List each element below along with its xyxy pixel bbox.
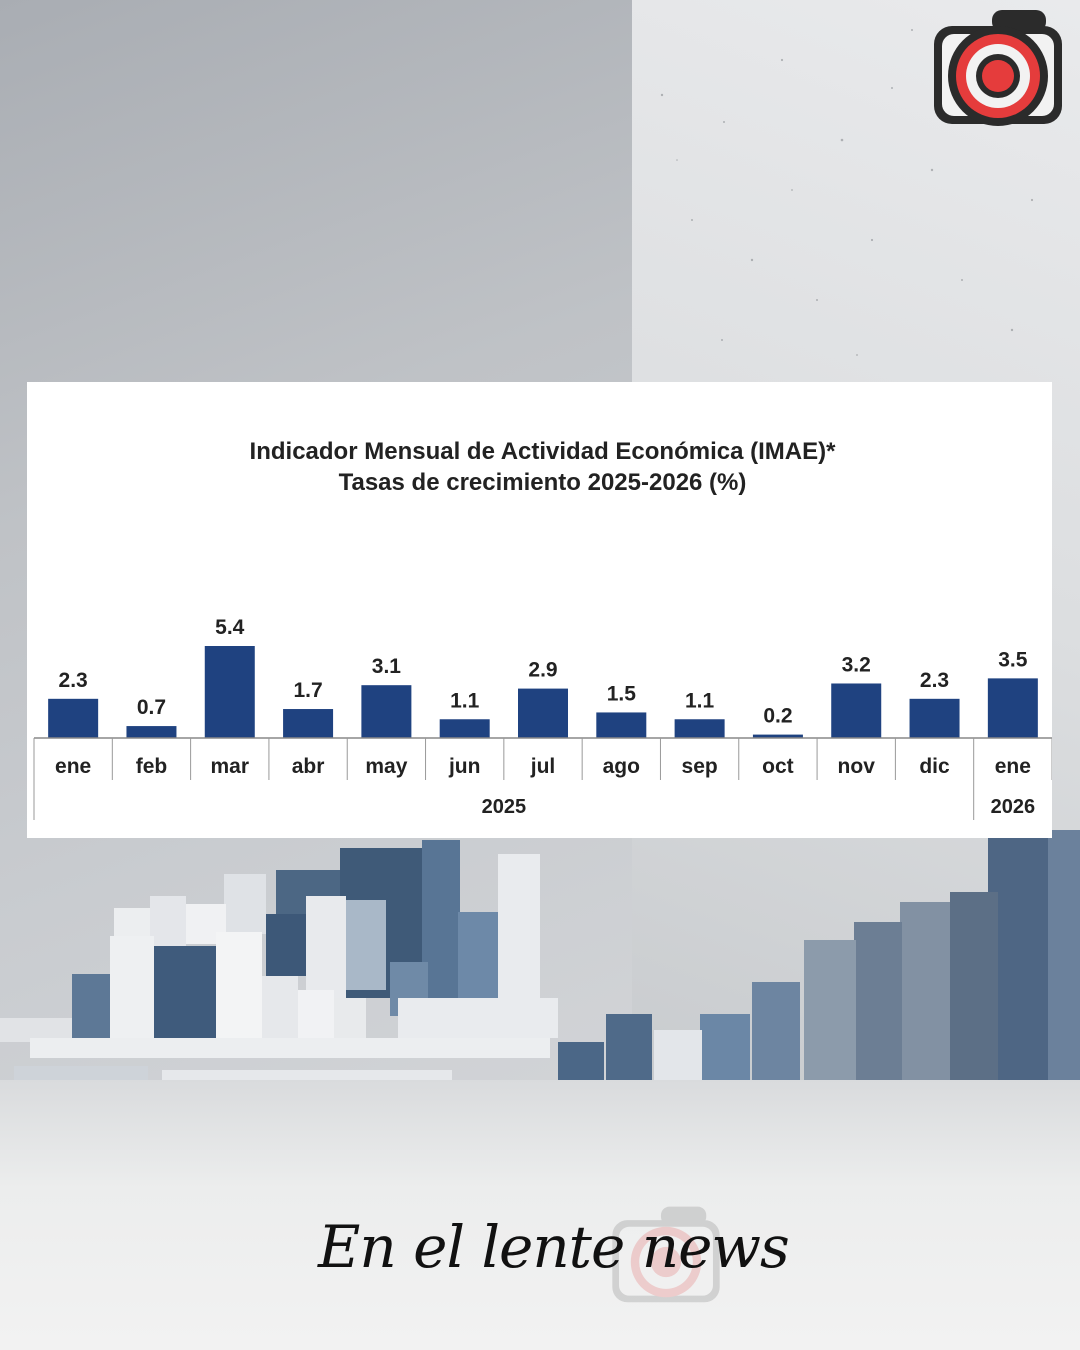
chart-title-block: Indicador Mensual de Actividad Económica… <box>27 436 1052 498</box>
category-label-0: ene <box>55 755 91 778</box>
wall-texture <box>660 29 1053 356</box>
value-label-4: 3.1 <box>372 655 402 678</box>
bar-8 <box>674 719 725 738</box>
year-label-2025: 2025 <box>482 796 527 818</box>
value-label-6: 2.9 <box>528 659 557 682</box>
category-label-6: jul <box>530 755 556 778</box>
value-label-3: 1.7 <box>293 679 322 702</box>
bar-0 <box>48 698 99 738</box>
bar-3 <box>283 709 334 738</box>
value-label-7: 1.5 <box>607 682 637 705</box>
chart-card: Indicador Mensual de Actividad Económica… <box>27 382 1052 838</box>
category-label-2: mar <box>211 755 250 778</box>
decorative-bar-blocks <box>0 830 1080 1110</box>
value-label-12: 3.5 <box>998 648 1028 671</box>
category-label-7: ago <box>603 755 640 778</box>
category-label-8: sep <box>682 755 718 778</box>
bar-chart: 2.3 ene 0.7 feb 5.4 mar 1.7 abr 3.1 may 1.1 jun 2.9 j… <box>33 616 1052 820</box>
chart-subtitle: Tasas de crecimiento 2025-2026 (%) <box>338 469 747 496</box>
bar-6 <box>518 688 568 738</box>
category-label-1: feb <box>136 755 168 778</box>
value-label-11: 2.3 <box>920 669 949 692</box>
chart-title: Indicador Mensual de Actividad Económica… <box>249 438 836 465</box>
bar-5 <box>439 719 490 738</box>
year-label-2026: 2026 <box>991 796 1036 818</box>
bar-7 <box>596 712 647 738</box>
value-label-8: 1.1 <box>685 689 715 712</box>
category-label-3: abr <box>292 755 325 778</box>
bar-10 <box>831 683 882 738</box>
category-label-4: may <box>365 755 407 778</box>
bar-9 <box>752 734 803 738</box>
category-label-9: oct <box>762 755 794 778</box>
value-label-1: 0.7 <box>137 696 166 719</box>
bar-1 <box>126 726 177 738</box>
bar-11 <box>909 698 960 738</box>
category-label-5: jun <box>448 755 481 778</box>
floor <box>0 1080 1080 1350</box>
value-label-2: 5.4 <box>215 616 245 639</box>
bar-12 <box>987 678 1038 738</box>
value-label-0: 2.3 <box>59 669 88 692</box>
value-label-10: 3.2 <box>842 653 871 676</box>
category-label-10: nov <box>838 755 876 778</box>
bar-2 <box>204 646 255 738</box>
brand-signature: En el lente news <box>318 1205 790 1315</box>
value-label-9: 0.2 <box>763 705 792 728</box>
camera-icon <box>934 10 1062 126</box>
camera-watermark-icon <box>612 1206 720 1303</box>
bar-4 <box>361 685 412 738</box>
value-label-5: 1.1 <box>450 689 480 712</box>
category-label-12: ene <box>995 755 1031 778</box>
category-label-11: dic <box>919 755 950 778</box>
brand-name: En el lente news <box>318 1213 790 1281</box>
